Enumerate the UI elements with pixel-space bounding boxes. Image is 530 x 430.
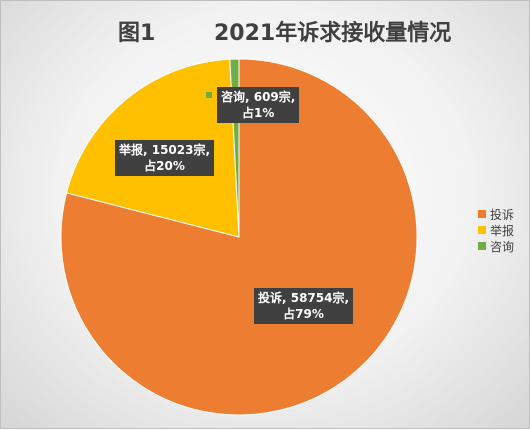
data-label-consult: 咨询, 609宗, 占1%: [217, 87, 300, 123]
legend-label-consult: 咨询: [490, 239, 515, 254]
pie-slice-complaint: [60, 58, 418, 416]
data-label-complaint-line1: 投诉, 58754宗,: [258, 291, 350, 305]
legend-label-complaint: 投诉: [490, 207, 515, 222]
legend-item-report: 举报: [478, 222, 514, 238]
data-label-consult-line2: 占1%: [241, 106, 275, 120]
data-label-consult-key: [206, 92, 212, 98]
chart-title-prefix: 图1: [118, 21, 156, 46]
data-label-complaint: 投诉, 58754宗, 占79%: [254, 288, 354, 324]
legend-label-report: 举报: [490, 223, 515, 238]
data-label-complaint-line2: 占79%: [283, 307, 324, 321]
legend-item-consult: 咨询: [478, 238, 514, 254]
data-label-report-line2: 占20%: [144, 159, 185, 173]
legend-item-complaint: 投诉: [478, 206, 514, 222]
legend-swatch-complaint: [478, 210, 486, 218]
legend-swatch-report: [478, 226, 486, 234]
data-label-consult-line1: 咨询, 609宗,: [221, 90, 296, 104]
legend-swatch-consult: [478, 242, 486, 250]
chart-title-text: 2021年诉求接收量情况: [214, 21, 452, 46]
legend: 投诉 举报 咨询: [478, 206, 514, 254]
data-label-report: 举报, 15023宗, 占20%: [115, 140, 215, 176]
chart-title: 图1 2021年诉求接收量情况: [1, 15, 530, 51]
data-label-report-line1: 举报, 15023宗,: [119, 143, 211, 157]
